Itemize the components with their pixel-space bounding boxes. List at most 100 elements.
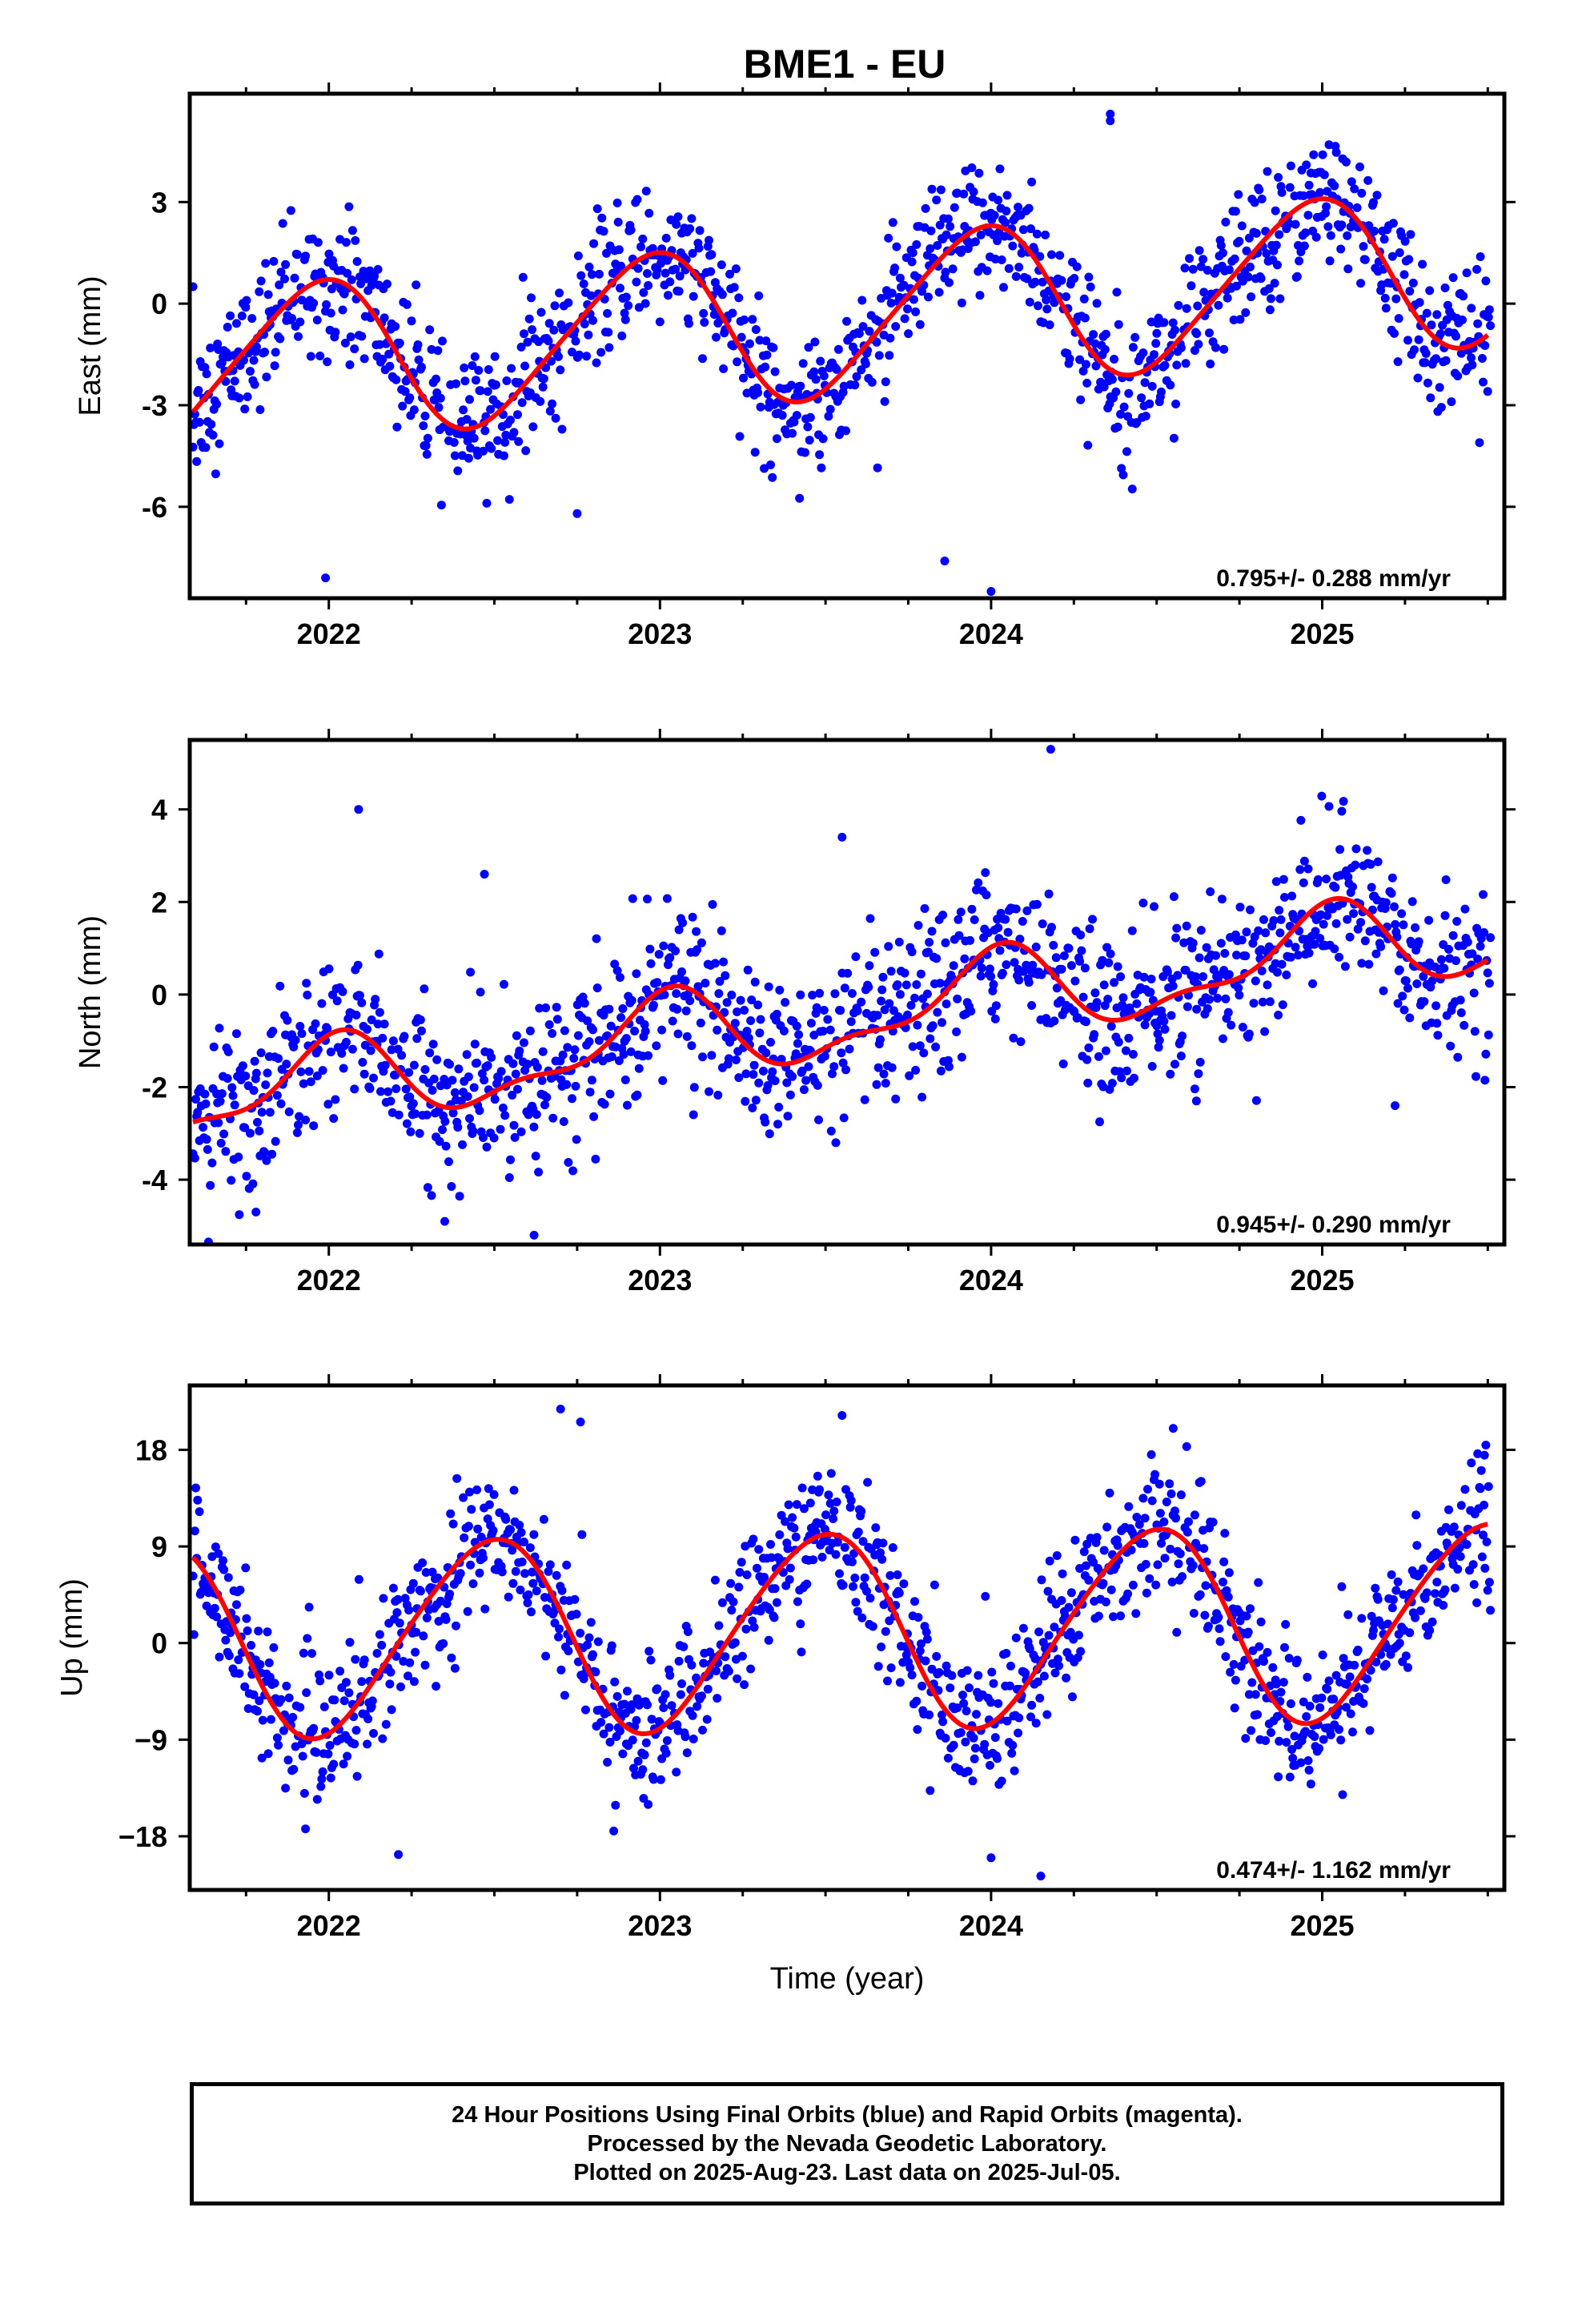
north-point: [510, 1132, 520, 1142]
north-point: [542, 1092, 552, 1102]
north-point: [283, 1015, 292, 1025]
north-point: [540, 1100, 549, 1110]
east-point: [1169, 433, 1178, 443]
north-point: [920, 904, 930, 913]
north-point: [302, 979, 311, 988]
north-point: [1235, 991, 1244, 1000]
north-point: [1444, 944, 1453, 954]
north-point: [500, 1111, 510, 1120]
north-point: [1436, 955, 1446, 964]
east-point: [370, 271, 379, 281]
east-point: [1481, 276, 1491, 286]
north-point: [405, 1092, 415, 1102]
east-point: [1336, 244, 1346, 254]
up-point: [405, 1658, 415, 1667]
east-point: [536, 396, 545, 406]
north-point: [240, 1123, 250, 1132]
north-point: [818, 1027, 828, 1036]
north-point: [425, 1048, 435, 1058]
east-point: [999, 283, 1008, 292]
north-point: [806, 1019, 816, 1028]
east-y-tick-label: -6: [142, 491, 167, 524]
north-point: [1323, 911, 1332, 920]
up-point: [962, 1666, 972, 1675]
north-point: [1364, 959, 1374, 969]
east-point: [655, 317, 665, 327]
up-point: [1089, 1558, 1098, 1567]
east-point: [280, 274, 289, 283]
north-point: [1419, 971, 1428, 981]
north-point: [436, 1081, 445, 1091]
up-point: [421, 1568, 431, 1577]
north-point: [931, 1042, 941, 1051]
east-point: [1263, 167, 1272, 176]
up-point: [418, 1558, 428, 1567]
up-point: [815, 1485, 825, 1494]
north-point: [730, 1019, 740, 1028]
east-point: [1024, 203, 1034, 213]
north-point: [915, 1041, 925, 1051]
up-point: [1486, 1606, 1496, 1615]
north-point: [753, 1000, 763, 1010]
east-point: [1002, 191, 1012, 200]
east-point: [385, 361, 395, 371]
east-point: [1080, 313, 1090, 323]
east-point: [1304, 180, 1314, 190]
up-point: [1021, 1669, 1030, 1678]
up-point: [1275, 1736, 1284, 1746]
north-point: [227, 1083, 237, 1092]
north-point: [812, 1003, 821, 1012]
north-point: [1452, 917, 1462, 926]
north-point: [671, 946, 681, 955]
up-point: [1157, 1538, 1166, 1548]
north-y-tick-label: -4: [142, 1164, 167, 1196]
north-point: [309, 1121, 319, 1131]
north-point: [826, 1126, 836, 1136]
up-point: [212, 1612, 222, 1622]
north-point: [755, 1028, 765, 1038]
north-point: [646, 959, 656, 968]
up-point: [769, 1613, 779, 1622]
north-point: [420, 984, 429, 994]
north-point: [616, 1013, 626, 1023]
up-point: [1010, 1766, 1019, 1775]
north-point: [1190, 1084, 1199, 1094]
east-point: [842, 316, 852, 326]
north-point: [359, 1069, 369, 1079]
north-point: [386, 1096, 396, 1106]
up-point: [1444, 1505, 1453, 1514]
north-point: [1414, 937, 1423, 947]
north-point: [423, 1183, 432, 1192]
up-point: [319, 1702, 329, 1711]
east-point: [854, 329, 864, 338]
up-point: [1383, 1643, 1391, 1653]
north-point: [761, 1117, 770, 1127]
up-point: [1160, 1554, 1170, 1563]
up-point: [1371, 1657, 1381, 1667]
east-point: [756, 402, 765, 412]
east-point: [436, 393, 445, 403]
up-point: [539, 1514, 548, 1524]
north-point: [317, 999, 327, 1008]
north-point: [707, 1051, 717, 1060]
east-point: [391, 375, 401, 384]
east-point: [1359, 242, 1368, 251]
east-point: [1172, 360, 1182, 370]
east-point: [891, 322, 901, 332]
up-point: [1348, 1727, 1357, 1737]
up-point: [749, 1622, 759, 1632]
north-point: [512, 1031, 521, 1040]
north-point: [660, 990, 669, 999]
east-point: [792, 411, 801, 420]
east-point: [1199, 287, 1209, 297]
north-point: [529, 1230, 539, 1240]
east-point: [1352, 203, 1362, 212]
north-point: [815, 988, 825, 998]
up-point: [1381, 1659, 1391, 1669]
north-point: [1460, 904, 1470, 914]
up-point: [323, 1749, 333, 1759]
north-point: [966, 1007, 976, 1016]
north-point: [908, 1042, 917, 1051]
east-point: [1130, 332, 1140, 342]
north-plot-frame: [187, 738, 1507, 1247]
